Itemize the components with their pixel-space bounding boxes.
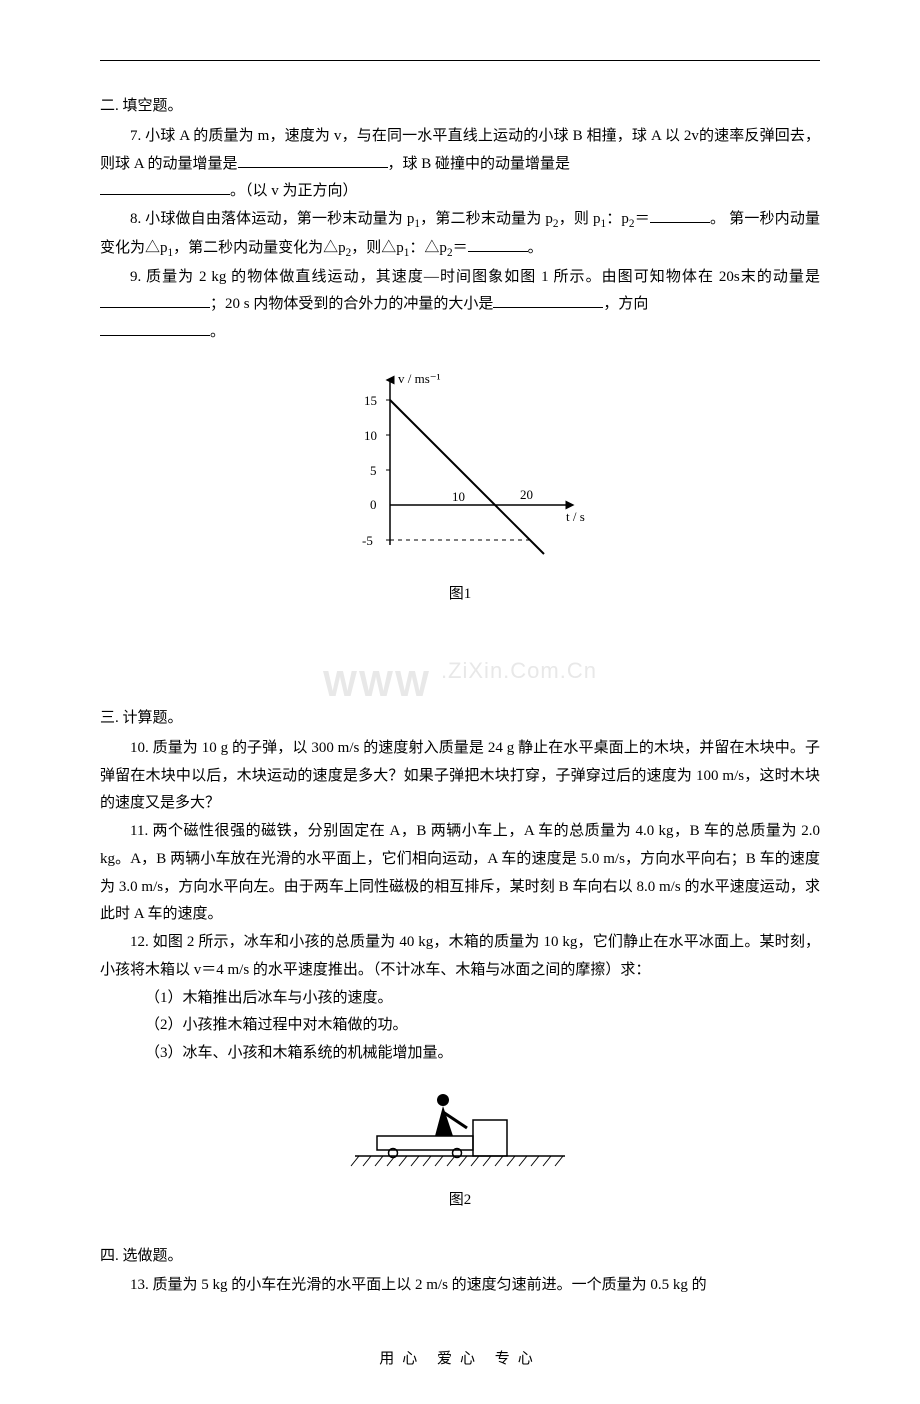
q9-c: ，方向 xyxy=(603,296,648,312)
svg-text:10: 10 xyxy=(452,489,465,504)
section-fill-heading: 二. 填空题。 xyxy=(100,93,820,121)
svg-text:-5: -5 xyxy=(362,533,373,548)
q9-b: ；20 s 内物体受到的合外力的冲量的大小是 xyxy=(210,296,493,312)
question-12-part2: （2）小孩推木箱过程中对木箱做的功。 xyxy=(100,1012,820,1040)
q7-c: 。（以 v 为正方向） xyxy=(230,183,358,199)
q8-blank-2 xyxy=(468,237,528,252)
question-12-part3: （3）冰车、小孩和木箱系统的机械能增加量。 xyxy=(100,1040,820,1068)
svg-text:v / ms⁻¹: v / ms⁻¹ xyxy=(398,371,441,386)
question-10: 10. 质量为 10 g 的子弹，以 300 m/s 的速度射入质量是 24 g… xyxy=(100,735,820,818)
question-7: 7. 小球 A 的质量为 m，速度为 v，与在同一水平直线上运动的小球 B 相撞… xyxy=(100,123,820,206)
figure-2-svg xyxy=(345,1086,575,1181)
q9-blank-1 xyxy=(100,293,210,308)
q9-a: 9. 质量为 2 kg 的物体做直线运动，其速度—时间图象如图 1 所示。由图可… xyxy=(130,269,820,285)
q8-k: 。 xyxy=(528,240,543,256)
svg-text:15: 15 xyxy=(364,393,377,408)
q8-b: ，第二秒末动量为 p xyxy=(420,211,553,227)
figure-1-svg: 0 5 10 15 -5 10 20 v / ms⁻¹ t / s xyxy=(320,365,600,575)
figure-2-caption: 图2 xyxy=(100,1187,820,1215)
question-12: 12. 如图 2 所示，冰车和小孩的总质量为 40 kg，木箱的质量为 10 k… xyxy=(100,929,820,985)
q7-blank-2 xyxy=(100,180,230,195)
q8-d: ：p xyxy=(606,211,629,227)
figure-1: 0 5 10 15 -5 10 20 v / ms⁻¹ t / s 图1 xyxy=(100,365,820,609)
q8-a: 8. 小球做自由落体运动，第一秒末动量为 p xyxy=(130,211,414,227)
watermark-domain: .ZiXin.Com.Cn xyxy=(441,658,597,683)
svg-text:20: 20 xyxy=(520,487,533,502)
question-9: 9. 质量为 2 kg 的物体做直线运动，其速度—时间图象如图 1 所示。由图可… xyxy=(100,264,820,347)
svg-text:0: 0 xyxy=(370,497,377,512)
section-calc-heading: 三. 计算题。 xyxy=(100,705,820,733)
q9-blank-3 xyxy=(100,321,210,336)
section-opt-heading: 四. 选做题。 xyxy=(100,1243,820,1271)
q9-d: 。 xyxy=(210,324,225,340)
top-rule xyxy=(100,60,820,61)
q8-c: ，则 p xyxy=(559,211,601,227)
figure-2: 图2 xyxy=(100,1086,820,1215)
q8-j: ＝ xyxy=(453,240,468,256)
page-footer: 用心 爱心 专心 xyxy=(100,1346,820,1374)
q9-blank-2 xyxy=(493,293,603,308)
q8-blank-1 xyxy=(650,208,710,223)
q8-f0: 。 xyxy=(710,211,725,227)
q8-i: ：△p xyxy=(409,240,447,256)
q7-blank-1 xyxy=(238,153,388,168)
q8-h: ，则△p xyxy=(351,240,404,256)
svg-text:10: 10 xyxy=(364,428,377,443)
question-12-part1: （1）木箱推出后冰车与小孩的速度。 xyxy=(100,985,820,1013)
svg-text:5: 5 xyxy=(370,463,377,478)
watermark: WWW.ZiXin.Com.Cn xyxy=(100,633,820,700)
q8-g: ，第二秒内动量变化为△p xyxy=(173,240,346,256)
question-11: 11. 两个磁性很强的磁铁，分别固定在 A，B 两辆小车上，A 车的总质量为 4… xyxy=(100,818,820,929)
q7-b: ，球 B 碰撞中的动量增量是 xyxy=(388,156,571,172)
q8-e: ＝ xyxy=(635,211,650,227)
figure-1-caption: 图1 xyxy=(100,581,820,609)
question-8: 8. 小球做自由落体运动，第一秒末动量为 p1，第二秒末动量为 p2，则 p1：… xyxy=(100,206,820,264)
question-13: 13. 质量为 5 kg 的小车在光滑的水平面上以 2 m/s 的速度匀速前进。… xyxy=(100,1272,820,1300)
svg-text:t / s: t / s xyxy=(566,509,585,524)
